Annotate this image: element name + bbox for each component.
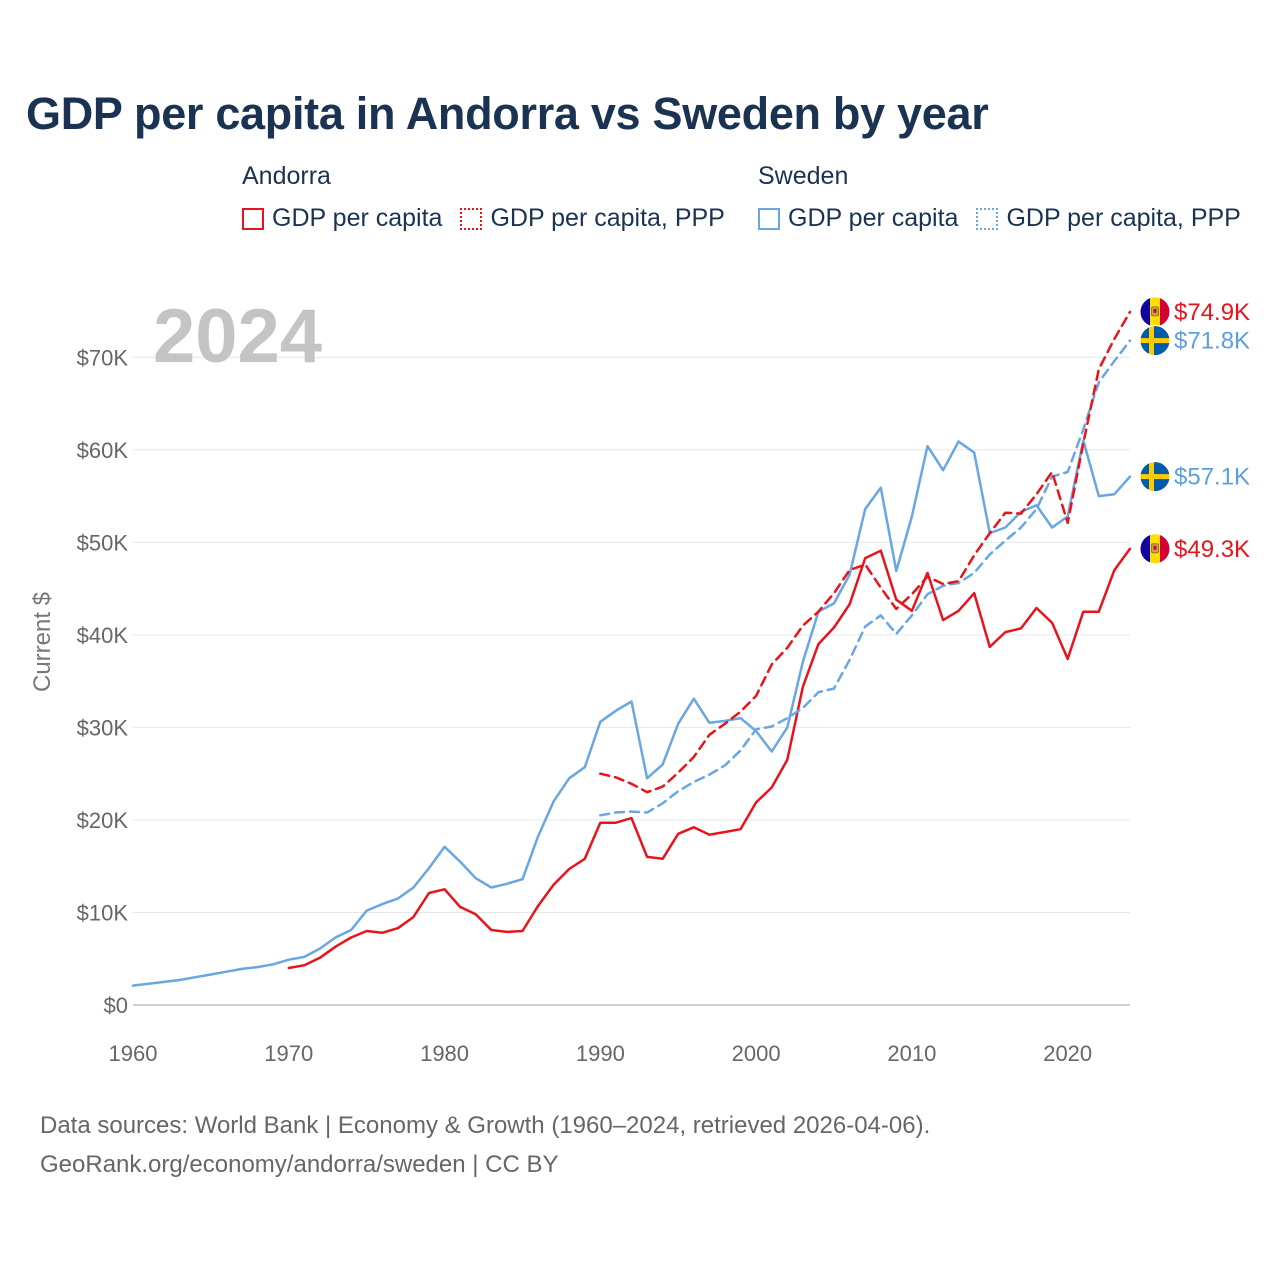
legend-label-sweden-gdp: GDP per capita [788,204,959,232]
x-tick-label: 2020 [1043,1041,1092,1066]
y-axis-ticks: $0 $10K $20K $30K $40K $50K $60K $70K [77,345,129,1018]
y-tick-label: $0 [104,993,128,1018]
series-line-sweden-gdp-per-capita[interactable] [131,439,1132,987]
x-tick-label: 1980 [420,1041,469,1066]
y-tick-label: $70K [77,345,129,370]
andorra-flag-icon [1139,296,1171,328]
series-end-labels: $49.3K $74.9K $57.1K $71.8K [1139,296,1250,565]
footer-sources: Data sources: World Bank | Economy & Gro… [40,1112,931,1139]
legend-item-sweden-gdp[interactable]: GDP per capita [758,204,958,233]
end-value-label: $57.1K [1174,464,1250,491]
x-tick-label: 1960 [109,1041,158,1066]
chart-title: GDP per capita in Andorra vs Sweden by y… [26,88,989,139]
end-value-label: $49.3K [1174,536,1250,563]
x-tick-label: 1990 [576,1041,625,1066]
legend-group-title-andorra: Andorra [242,162,331,190]
legend-group-sweden: Sweden GDP per capita GDP per capita, PP… [758,162,1259,233]
y-tick-label: $20K [77,808,129,833]
x-tick-label: 2000 [732,1041,781,1066]
year-watermark: 2024 [153,294,322,379]
y-tick-label: $60K [77,438,129,463]
series-line-sweden-gdp-per-capita-ppp[interactable] [599,339,1132,817]
y-tick-label: $40K [77,623,129,648]
x-tick-label: 2010 [887,1041,936,1066]
legend-item-andorra-gdp-ppp[interactable]: GDP per capita, PPP [460,204,725,233]
legend-swatch-dotted-red [460,207,483,230]
sweden-flag-icon [1139,325,1171,357]
y-tick-label: $30K [77,715,129,740]
legend-group-title-sweden: Sweden [758,162,849,190]
legend-label-sweden-gdp-ppp: GDP per capita, PPP [1006,204,1241,232]
legend-swatch-solid-red [242,207,264,230]
legend-label-andorra-gdp: GDP per capita [272,204,443,232]
y-tick-label: $10K [77,900,129,925]
legend-item-sweden-gdp-ppp[interactable]: GDP per capita, PPP [976,204,1241,233]
gridlines [133,356,1130,1006]
end-value-label: $71.8K [1174,328,1250,355]
andorra-flag-icon [1139,533,1171,565]
series-line-andorra-gdp-per-capita-ppp[interactable] [599,310,1132,794]
legend-item-andorra-gdp[interactable]: GDP per capita [242,204,442,233]
legend-group-andorra: Andorra GDP per capita GDP per capita, P… [242,162,743,233]
footer: Data sources: World Bank | Economy & Gro… [40,1106,930,1184]
end-value-label: $74.9K [1174,299,1250,326]
series-line-andorra-gdp-per-capita[interactable] [287,547,1132,970]
sweden-flag-icon [1139,461,1171,493]
footer-link[interactable]: GeoRank.org/economy/andorra/sweden | CC … [40,1151,559,1178]
x-tick-label: 1970 [264,1041,313,1066]
y-axis-title: Current $ [29,592,56,692]
legend-swatch-dotted-blue [976,207,999,230]
series-lines [131,310,1132,987]
legend-swatch-solid-blue [758,207,780,230]
y-tick-label: $50K [77,530,129,555]
x-axis-ticks: 1960 1970 1980 1990 2000 2010 2020 [109,1041,1093,1066]
legend-label-andorra-gdp-ppp: GDP per capita, PPP [490,204,725,232]
